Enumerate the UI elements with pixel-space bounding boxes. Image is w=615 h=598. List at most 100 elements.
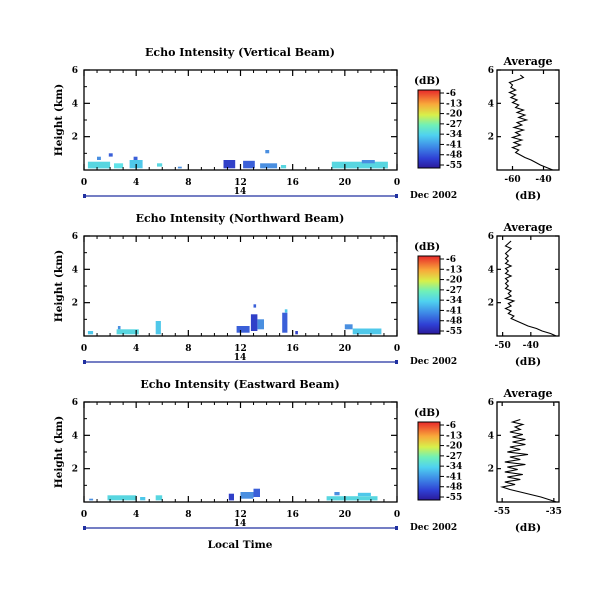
echo-cell [89, 498, 94, 501]
x-ticks: 0 4 8 12 16 20 0 [81, 70, 400, 188]
avg-y-tick-label: 2 [488, 465, 494, 475]
x-axis-label: Local Time [208, 539, 273, 551]
echo-cell [257, 319, 264, 330]
average-title: Average [502, 387, 552, 400]
plot-frame [83, 235, 398, 337]
x-tick-label: 0 [81, 510, 87, 520]
day-label: 14 [234, 187, 247, 197]
echo-cell [236, 326, 250, 333]
avg-y-tick-label: 4 [488, 431, 494, 441]
day-label: 14 [234, 519, 247, 529]
colorbar-tick-label: -41 [446, 306, 462, 316]
colorbar-tick-label: -27 [446, 120, 462, 130]
x-tick-label: 16 [286, 344, 299, 354]
colorbar-tick-label: -20 [446, 110, 462, 120]
avg-y-tick-label: 6 [488, 66, 494, 76]
colorbar-tick-label: -27 [446, 286, 462, 296]
average-frame [496, 69, 560, 171]
average-profile-line [507, 74, 554, 171]
x-tick-label: 16 [286, 178, 299, 188]
x-tick-label: 0 [394, 178, 400, 188]
x-tick-label: 12 [234, 178, 247, 188]
colorbar [417, 89, 441, 169]
colorbar-tick-label: -48 [446, 317, 462, 327]
echo-cell [250, 314, 258, 331]
x-tick-label: 8 [185, 344, 191, 354]
echo-cell [140, 497, 146, 501]
heatmap-cells [89, 488, 378, 501]
colorbar-tick-label: -13 [446, 265, 462, 275]
echo-cell [361, 160, 375, 164]
date-label: Dec 2002 [410, 191, 457, 201]
echo-cell [116, 329, 139, 335]
x-tick-label: 4 [133, 344, 139, 354]
echo-cell [114, 163, 124, 169]
x-tick-label: 20 [339, 178, 352, 188]
x-tick-label: 4 [133, 178, 139, 188]
day-span-start [83, 526, 86, 530]
panel-northward-beam: Echo Intensity (Northward Beam) Height (… [53, 212, 462, 367]
echo-cell [243, 160, 255, 169]
colorbar-tick-label: -55 [446, 327, 462, 337]
avg-y-tick-label: 4 [488, 99, 494, 109]
plot-frame [83, 69, 398, 171]
x-tick-label: 12 [234, 510, 247, 520]
y-tick-label: 6 [72, 66, 78, 76]
date-label: Dec 2002 [410, 357, 457, 367]
panel-eastward-beam: Echo Intensity (Eastward Beam) Height (k… [53, 378, 462, 551]
echo-cell [155, 495, 163, 501]
colorbar-tick-label: -48 [446, 151, 462, 161]
colorbar [417, 255, 441, 335]
echo-cell [280, 165, 287, 169]
average-profile-line [500, 418, 557, 503]
average-line-group: 2 4 6 -55 -35 [488, 398, 562, 517]
echo-cell [155, 321, 161, 335]
x-tick-label: 16 [286, 510, 299, 520]
average-frame [496, 401, 560, 503]
echo-cell [344, 324, 353, 330]
y-tick-label: 6 [72, 398, 78, 408]
heatmap-cells [87, 304, 382, 335]
avg-y-tick-label: 2 [488, 299, 494, 309]
colorbar-ticks: -6-13-20-27-34-41-48-55 [440, 255, 462, 337]
echo-cell [107, 495, 137, 501]
echo-cell [253, 488, 260, 497]
y-tick-label: 4 [72, 265, 78, 275]
echo-cell [157, 163, 163, 167]
colorbar-tick-label: -6 [446, 421, 456, 431]
y-tick-label: 4 [72, 99, 78, 109]
day-span-start [83, 194, 86, 198]
echo-cell [117, 326, 121, 330]
y-ticks: 2 4 6 [72, 232, 397, 320]
heatmap-cells [87, 150, 388, 169]
y-axis-label: Height (km) [53, 416, 65, 488]
date-label: Dec 2002 [410, 523, 457, 533]
colorbar-tick-label: -13 [446, 431, 462, 441]
colorbar-ticks: -6-13-20-27-34-41-48-55 [440, 421, 462, 503]
avg-x-tick-label: -60 [504, 175, 520, 185]
colorbar-tick-label: -34 [446, 462, 462, 472]
x-tick-label: 0 [81, 344, 87, 354]
y-tick-label: 4 [72, 431, 78, 441]
colorbar-ticks: -6-13-20-27-34-41-48-55 [440, 89, 462, 171]
x-ticks: 0 4 8 12 16 20 0 [81, 236, 400, 354]
day-span-end [395, 194, 398, 198]
colorbar-tick-label: -13 [446, 99, 462, 109]
colorbar-unit: (dB) [414, 241, 440, 253]
echo-cell [260, 163, 278, 169]
echo-cell [331, 161, 388, 169]
colorbar-tick-label: -34 [446, 130, 462, 140]
x-tick-label: 20 [339, 510, 352, 520]
average-frame [496, 235, 560, 337]
x-tick-label: 8 [185, 178, 191, 188]
avg-y-tick-label: 4 [488, 265, 494, 275]
average-line-group: 2 4 6 -50 -40 [488, 232, 559, 351]
average-profile-vertical: Average 2 4 6 -60 -40 (dB) [488, 55, 560, 202]
echo-cell [240, 492, 254, 499]
average-x-label: (dB) [515, 522, 541, 534]
colorbar [417, 421, 441, 501]
colorbar-tick-label: -6 [446, 89, 456, 99]
echo-cell [253, 304, 257, 308]
average-title: Average [502, 221, 552, 234]
colorbar-unit: (dB) [414, 75, 440, 87]
